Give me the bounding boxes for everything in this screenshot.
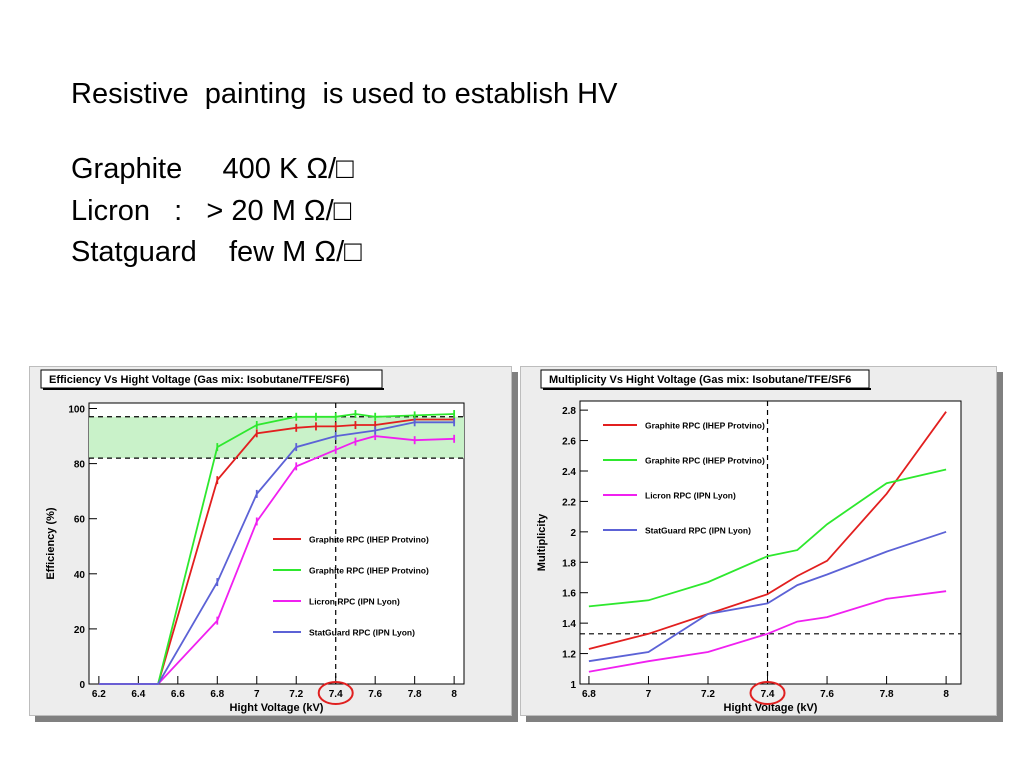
y-tick-label: 2.6 [562,437,576,448]
multiplicity-chart: Multiplicity Vs Hight Voltage (Gas mix: … [536,369,962,714]
series-line [588,468,947,608]
x-tick-label: 7.8 [880,689,894,700]
legend-label: StatGuard RPC (IPN Lyon) [309,628,415,638]
multiplicity-panel: Multiplicity Vs Hight Voltage (Gas mix: … [520,366,997,716]
y-tick-label: 60 [74,515,86,526]
series-line [588,530,947,663]
acceptance-band [89,416,464,459]
x-tick-label: 7.6 [368,689,382,700]
highlight-circle [749,681,786,705]
y-tick-label: 2.2 [562,497,576,508]
x-tick-label: 7.6 [820,689,834,700]
chart-title-box-shadow [543,388,871,390]
x-tick-label: 7.8 [408,689,422,700]
chart-title: Multiplicity Vs Hight Voltage (Gas mix: … [549,374,851,386]
legend-label: Graphite RPC (IHEP Protvino) [645,456,765,466]
x-tick-label: 6.6 [171,689,185,700]
legend-label: StatGuard RPC (IPN Lyon) [645,526,751,536]
x-tick-label: 7 [646,689,652,700]
material-line-graphite: Graphite 400 K Ω/□ [71,153,354,185]
y-tick-label: 20 [74,625,86,636]
highlight-circle [317,681,354,705]
x-tick-label: 6.2 [92,689,106,700]
x-tick-label: 7.4 [329,689,343,700]
series-line [588,411,947,650]
x-tick-label: 7.2 [701,689,715,700]
x-tick-label: 7 [254,689,260,700]
legend-label: Graphite RPC (IHEP Protvino) [309,566,429,576]
y-tick-label: 2.4 [562,467,576,478]
efficiency-panel: Efficiency Vs Hight Voltage (Gas mix: Is… [29,366,512,716]
x-tick-label: 8 [943,689,949,700]
series-line [588,590,947,673]
legend-label: Licron RPC (IPN Lyon) [645,491,736,501]
x-axis-label: Hight Voltage (kV) [724,702,818,714]
y-axis-label: Efficiency (%) [45,507,57,579]
y-tick-label: 1.6 [562,589,576,600]
x-tick-label: 7.4 [761,689,775,700]
y-tick-label: 80 [74,460,86,471]
efficiency-chart: Efficiency Vs Hight Voltage (Gas mix: Is… [40,369,465,714]
x-axis-label: Hight Voltage (kV) [230,702,324,714]
x-tick-label: 6.4 [131,689,145,700]
material-line-statguard: Statguard few M Ω/□ [71,236,362,268]
slide-headline: Resistive painting is used to establish … [71,78,618,110]
y-tick-label: 1 [570,680,576,691]
y-tick-label: 40 [74,570,86,581]
material-line-licron: Licron : > 20 M Ω/□ [71,195,352,227]
y-tick-label: 0 [79,680,85,691]
y-tick-label: 100 [68,405,85,416]
y-tick-label: 2 [570,528,576,539]
y-tick-label: 1.4 [562,619,576,630]
x-tick-label: 6.8 [210,689,224,700]
x-tick-label: 6.8 [582,689,596,700]
plot-area [579,400,962,685]
chart-title: Efficiency Vs Hight Voltage (Gas mix: Is… [49,374,350,386]
x-tick-label: 7.2 [289,689,303,700]
x-tick-label: 8 [451,689,457,700]
legend-label: Graphite RPC (IHEP Protvino) [645,421,765,431]
legend-label: Licron RPC (IPN Lyon) [309,597,400,607]
y-axis-label: Multiplicity [536,513,548,571]
y-tick-label: 1.8 [562,558,576,569]
y-tick-label: 1.2 [562,650,576,661]
y-tick-label: 2.8 [562,406,576,417]
legend-label: Graphite RPC (IHEP Protvino) [309,535,429,545]
chart-title-box-shadow [43,388,384,390]
